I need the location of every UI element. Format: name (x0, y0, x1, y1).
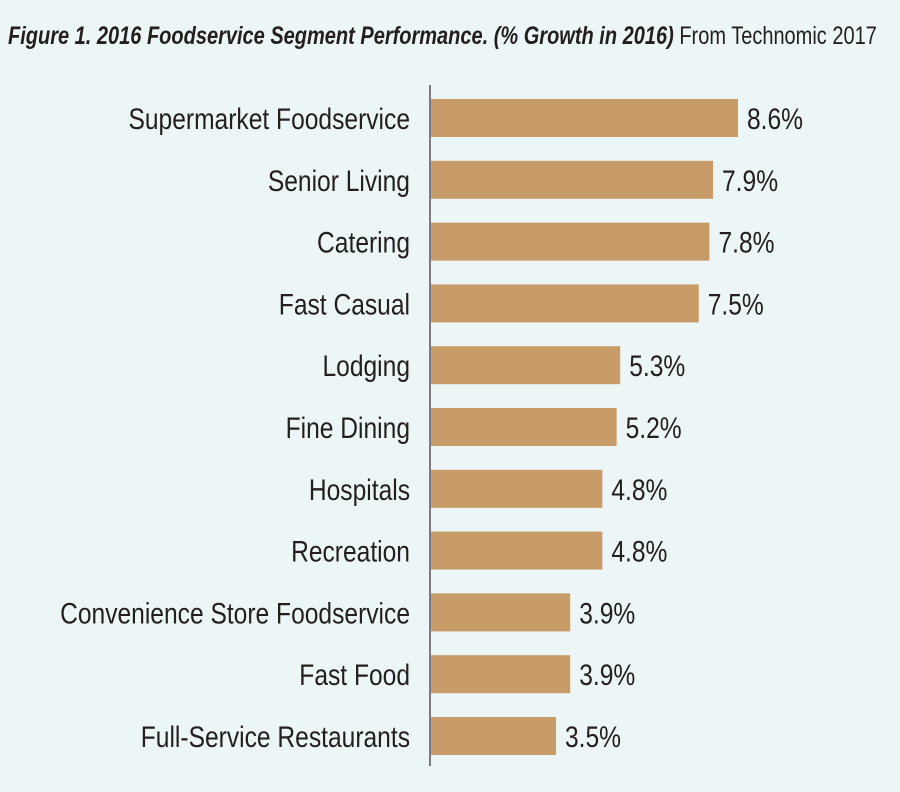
bar (431, 531, 603, 570)
bar (431, 222, 710, 261)
category-label: Fast Food (299, 658, 410, 692)
data-label: 4.8% (611, 534, 667, 568)
category-label: Senior Living (268, 163, 410, 197)
category-label: Fine Dining (286, 411, 410, 445)
bar (431, 593, 571, 632)
data-label: 3.5% (565, 720, 621, 754)
data-label: 4.8% (611, 472, 667, 506)
data-label: 3.9% (579, 658, 635, 692)
data-label: 7.9% (722, 163, 778, 197)
data-label: 5.3% (629, 349, 685, 383)
category-label: Supermarket Foodservice (128, 102, 410, 136)
bar (431, 284, 699, 323)
title-source: From Technomic 2017 (679, 22, 877, 50)
bar (431, 655, 571, 694)
category-label: Hospitals (309, 472, 410, 506)
bar (431, 99, 738, 137)
category-label: Fast Casual (279, 287, 410, 321)
chart-title: Figure 1. 2016 Foodservice Segment Perfo… (8, 22, 877, 51)
bar (431, 408, 617, 446)
category-label: Catering (317, 225, 410, 259)
category-label: Convenience Store Foodservice (60, 596, 410, 630)
title-main: Figure 1. 2016 Foodservice Segment Perfo… (8, 22, 674, 50)
category-label: Lodging (322, 349, 410, 383)
bar (431, 717, 556, 755)
data-label: 5.2% (626, 411, 682, 445)
bar (431, 160, 714, 199)
data-label: 7.8% (718, 225, 774, 259)
data-label: 8.6% (747, 102, 803, 136)
data-label: 7.5% (708, 287, 764, 321)
category-label: Recreation (291, 534, 410, 568)
data-label: 3.9% (579, 596, 635, 630)
bar (431, 346, 621, 385)
category-label: Full-Service Restaurants (141, 720, 410, 754)
bar (431, 469, 603, 508)
